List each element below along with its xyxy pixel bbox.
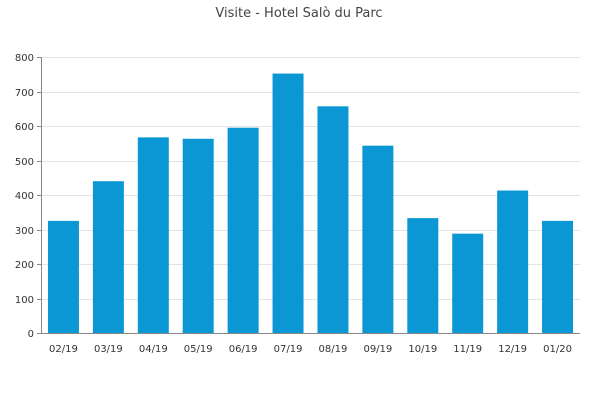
y-tick-label: 300	[15, 226, 34, 237]
x-tick-labels: 02/19 03/19 04/19 05/19 06/19 07/19 08/19 09/19…	[49, 344, 572, 355]
axes	[37, 57, 580, 334]
bar-06-19	[227, 127, 259, 333]
x-tick-label: 10/19	[408, 344, 437, 355]
x-tick-label: 11/19	[453, 344, 482, 355]
y-tick-labels: 0 100 200 300 400 500 600 700 800	[15, 53, 34, 340]
bar-11-19	[452, 233, 484, 333]
chart-title: Visite - Hotel Salò du Parc	[215, 6, 382, 21]
bar-05-19	[182, 138, 214, 333]
bar-10-19	[407, 218, 439, 333]
x-tick-label: 01/20	[543, 344, 572, 355]
y-tick-label: 600	[15, 122, 34, 133]
bar-03-19	[92, 181, 124, 333]
bar-04-19	[137, 137, 169, 333]
x-tick-label: 05/19	[184, 344, 213, 355]
y-tick-label: 200	[15, 260, 34, 271]
x-tick-label: 09/19	[363, 344, 392, 355]
x-tick-label: 06/19	[229, 344, 258, 355]
x-tick-label: 03/19	[94, 344, 123, 355]
y-tick-label: 500	[15, 157, 34, 168]
x-tick-label: 07/19	[274, 344, 303, 355]
x-tick-label: 12/19	[498, 344, 527, 355]
bar-12-19	[497, 190, 529, 333]
bar-01-20	[542, 220, 574, 334]
bar-07-19	[272, 73, 304, 333]
bar-08-19	[317, 106, 349, 333]
bar-09-19	[362, 145, 394, 333]
y-tick-label: 100	[15, 295, 34, 306]
x-tick-label: 02/19	[49, 344, 78, 355]
gridlines	[41, 57, 580, 300]
y-tick-label: 800	[15, 53, 34, 64]
y-tick-label: 0	[28, 329, 34, 340]
bars	[47, 73, 574, 334]
y-tick-label: 400	[15, 191, 34, 202]
y-tick-label: 700	[15, 88, 34, 99]
bar-02-19	[47, 220, 79, 334]
x-tick-label: 04/19	[139, 344, 168, 355]
x-tick-label: 08/19	[319, 344, 348, 355]
